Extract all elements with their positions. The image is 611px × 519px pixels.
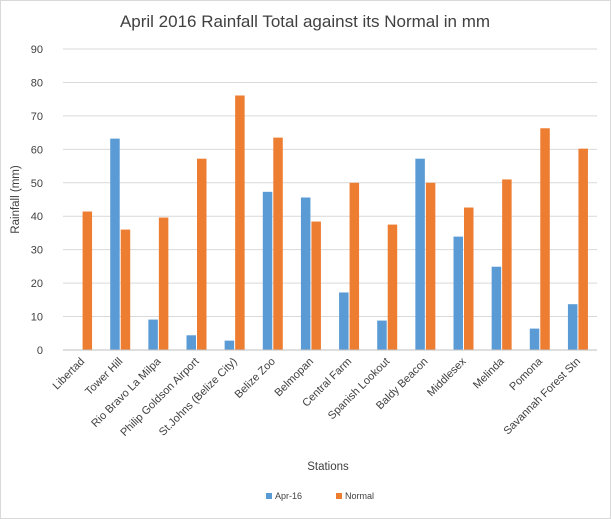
bar-normal-belmopan <box>311 221 321 350</box>
bar-apr-16-baldy-beacon <box>415 158 425 350</box>
bar-apr-16-st-johns-belize-city <box>224 340 235 350</box>
bar-apr-16-melinda <box>491 266 502 350</box>
y-tick-label: 70 <box>31 111 43 123</box>
x-tick-label: Belize Zoo <box>233 356 278 401</box>
x-tick-label: Libertad <box>51 356 88 393</box>
gridlines <box>63 48 597 318</box>
y-tick-label: 50 <box>31 178 43 190</box>
y-tick-label: 0 <box>37 345 43 357</box>
bar-normal-spanish-lookout <box>387 224 398 350</box>
y-tick-label: 60 <box>31 144 43 156</box>
bar-normal-st-johns-belize-city <box>235 95 245 350</box>
x-tick-label: Middlesex <box>425 355 469 399</box>
x-tick-label: Pomona <box>507 355 545 393</box>
legend-swatch-apr-16 <box>266 493 272 499</box>
x-axis-title: Stations <box>307 461 349 473</box>
legend: Apr-16 Normal <box>266 491 374 501</box>
bar-normal-rio-bravo-la-milpa <box>158 217 169 350</box>
bar-apr-16-belize-zoo <box>262 191 273 350</box>
legend-swatch-normal <box>336 493 342 499</box>
y-tick-label: 40 <box>31 211 43 223</box>
bar-normal-middlesex <box>464 207 474 350</box>
x-tick-label: Melinda <box>471 355 507 391</box>
x-tick-label: Rio Bravo La Milpa <box>89 355 164 430</box>
legend-label-normal: Normal <box>345 491 374 501</box>
bar-apr-16-central-farm <box>339 292 349 350</box>
bar-normal-philip-goldson-airport <box>197 158 207 350</box>
y-tick-labels: 0 10 20 30 40 50 60 70 80 90 <box>31 44 43 357</box>
bar-normal-libertad <box>82 211 93 350</box>
bar-normal-savannah-forest-stn <box>578 148 588 350</box>
y-tick-label: 10 <box>31 312 43 324</box>
y-tick-label: 90 <box>31 44 43 56</box>
bar-apr-16-middlesex <box>453 236 463 350</box>
y-tick-label: 20 <box>31 278 43 290</box>
bar-apr-16-spanish-lookout <box>377 320 387 350</box>
bar-normal-pomona <box>540 128 550 350</box>
y-tick-label: 30 <box>31 245 43 257</box>
legend-label-apr-16: Apr-16 <box>275 491 302 501</box>
y-axis-title: Rainfall (mm) <box>10 165 22 234</box>
chart-title: April 2016 Rainfall Total against its No… <box>120 12 490 31</box>
bar-apr-16-pomona <box>529 328 540 350</box>
bar-normal-central-farm <box>349 182 360 350</box>
bar-apr-16-tower-hill <box>110 138 120 350</box>
bar-apr-16-rio-bravo-la-milpa <box>148 319 158 350</box>
bar-normal-melinda <box>502 179 512 350</box>
x-tick-label: St.Johns (Belize City) <box>157 356 240 439</box>
bar-normal-baldy-beacon <box>425 182 436 350</box>
bar-normal-belize-zoo <box>273 137 283 350</box>
bars <box>82 95 588 350</box>
x-tick-label: Savannah Forest Stn <box>501 356 583 438</box>
bar-normal-tower-hill <box>120 229 131 350</box>
bar-apr-16-belmopan <box>300 197 311 350</box>
y-tick-label: 80 <box>31 77 43 89</box>
bar-apr-16-philip-goldson-airport <box>186 335 196 350</box>
bar-apr-16-savannah-forest-stn <box>567 304 578 350</box>
